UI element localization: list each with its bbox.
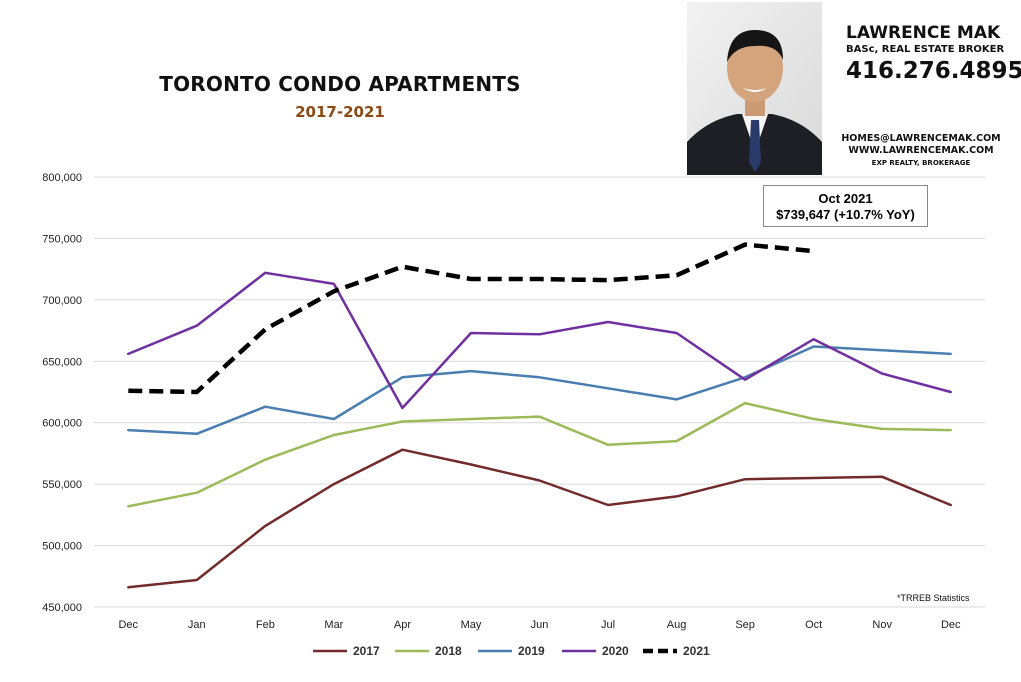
x-tick-label: Nov <box>872 619 892 631</box>
callout-value: $739,647 (+10.7% YoY) <box>776 207 915 222</box>
legend-label: 2020 <box>602 644 629 658</box>
y-tick-label: 750,000 <box>42 233 82 245</box>
x-tick-label: Dec <box>118 619 138 631</box>
chart-title: TORONTO CONDO APARTMENTS <box>159 72 521 96</box>
chart-subtitle: 2017-2021 <box>295 103 385 121</box>
y-tick-label: 800,000 <box>42 172 82 184</box>
legend-label: 2019 <box>518 644 545 658</box>
agent-website: WWW.LAWRENCEMAK.COM <box>848 145 994 156</box>
callout-box: Oct 2021 $739,647 (+10.7% YoY) <box>763 185 928 227</box>
x-tick-label: May <box>461 619 482 631</box>
y-tick-label: 650,000 <box>42 356 82 368</box>
legend-label: 2018 <box>435 644 462 658</box>
legend-label: 2021 <box>683 644 710 658</box>
x-tick-label: Sep <box>735 619 755 631</box>
x-tick-label: Dec <box>941 619 961 631</box>
x-tick-label: Apr <box>394 619 411 631</box>
x-tick-label: Jun <box>531 619 549 631</box>
series-line-2020 <box>127 271 952 410</box>
y-tick-label: 500,000 <box>42 541 82 553</box>
source-note: *TRREB Statistics <box>897 593 970 603</box>
agent-title: BASc, REAL ESTATE BROKER <box>846 44 1005 55</box>
agent-photo <box>687 2 822 175</box>
y-tick-label: 550,000 <box>42 479 82 491</box>
y-tick-label: 600,000 <box>42 418 82 430</box>
series-line-2017 <box>127 448 952 589</box>
x-tick-label: Oct <box>805 619 822 631</box>
agent-phone: 416.276.4895 <box>846 58 1021 84</box>
x-tick-label: Feb <box>256 619 275 631</box>
series-line-2021 <box>128 242 814 395</box>
series-line-2018 <box>127 401 952 508</box>
y-tick-label: 700,000 <box>42 295 82 307</box>
agent-email: HOMES@LAWRENCEMAK.COM <box>841 133 1001 144</box>
legend-label: 2017 <box>353 644 380 658</box>
y-tick-label: 450,000 <box>42 602 82 614</box>
callout-period: Oct 2021 <box>818 191 873 206</box>
agent-brokerage: EXP REALTY, BROKERAGE <box>871 159 971 167</box>
agent-name: LAWRENCE MAK <box>846 23 1001 43</box>
x-tick-label: Aug <box>667 619 687 631</box>
series-line-2019 <box>127 345 952 436</box>
x-tick-label: Jan <box>188 619 206 631</box>
x-tick-label: Mar <box>324 619 343 631</box>
x-tick-label: Jul <box>601 619 615 631</box>
